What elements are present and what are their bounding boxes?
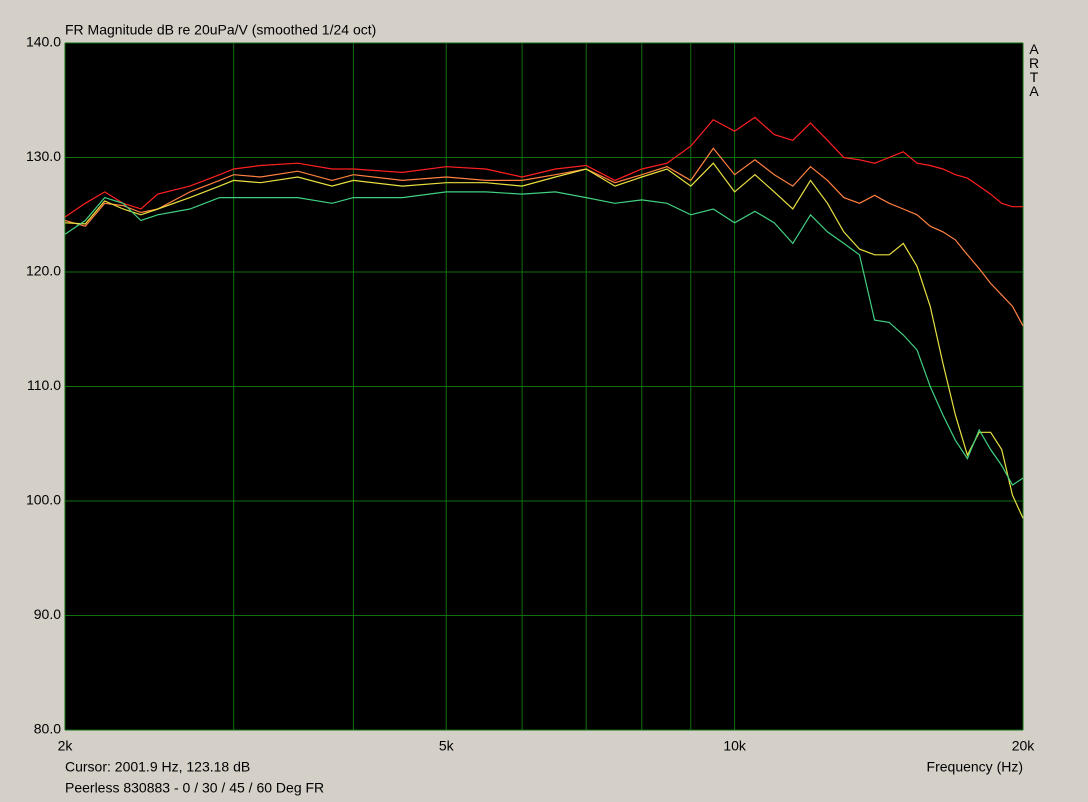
y-tick-label: 130.0: [26, 148, 61, 164]
chart-title: FR Magnitude dB re 20uPa/V (smoothed 1/2…: [65, 22, 376, 38]
y-tick-label: 140.0: [26, 34, 61, 50]
x-tick-label: 20k: [1012, 738, 1036, 754]
x-tick-label: 2k: [58, 738, 74, 754]
y-tick-label: 80.0: [34, 721, 61, 737]
series-line: [64, 191, 1024, 486]
x-axis-label: Frequency (Hz): [927, 759, 1023, 775]
x-tick-label: 10k: [723, 738, 747, 754]
y-tick-label: 120.0: [26, 263, 61, 279]
caption: Peerless 830883 - 0 / 30 / 45 / 60 Deg F…: [65, 780, 324, 796]
y-tick-label: 90.0: [34, 606, 61, 622]
y-tick-label: 110.0: [27, 377, 61, 393]
x-tick-label: 5k: [439, 738, 455, 754]
y-tick-label: 100.0: [26, 492, 61, 508]
series-line: [64, 147, 1024, 327]
series-line: [64, 116, 1023, 218]
series-line: [64, 162, 1024, 519]
brand: ARTA: [1029, 41, 1040, 99]
cursor-readout: Cursor: 2001.9 Hz, 123.18 dB: [65, 759, 250, 775]
